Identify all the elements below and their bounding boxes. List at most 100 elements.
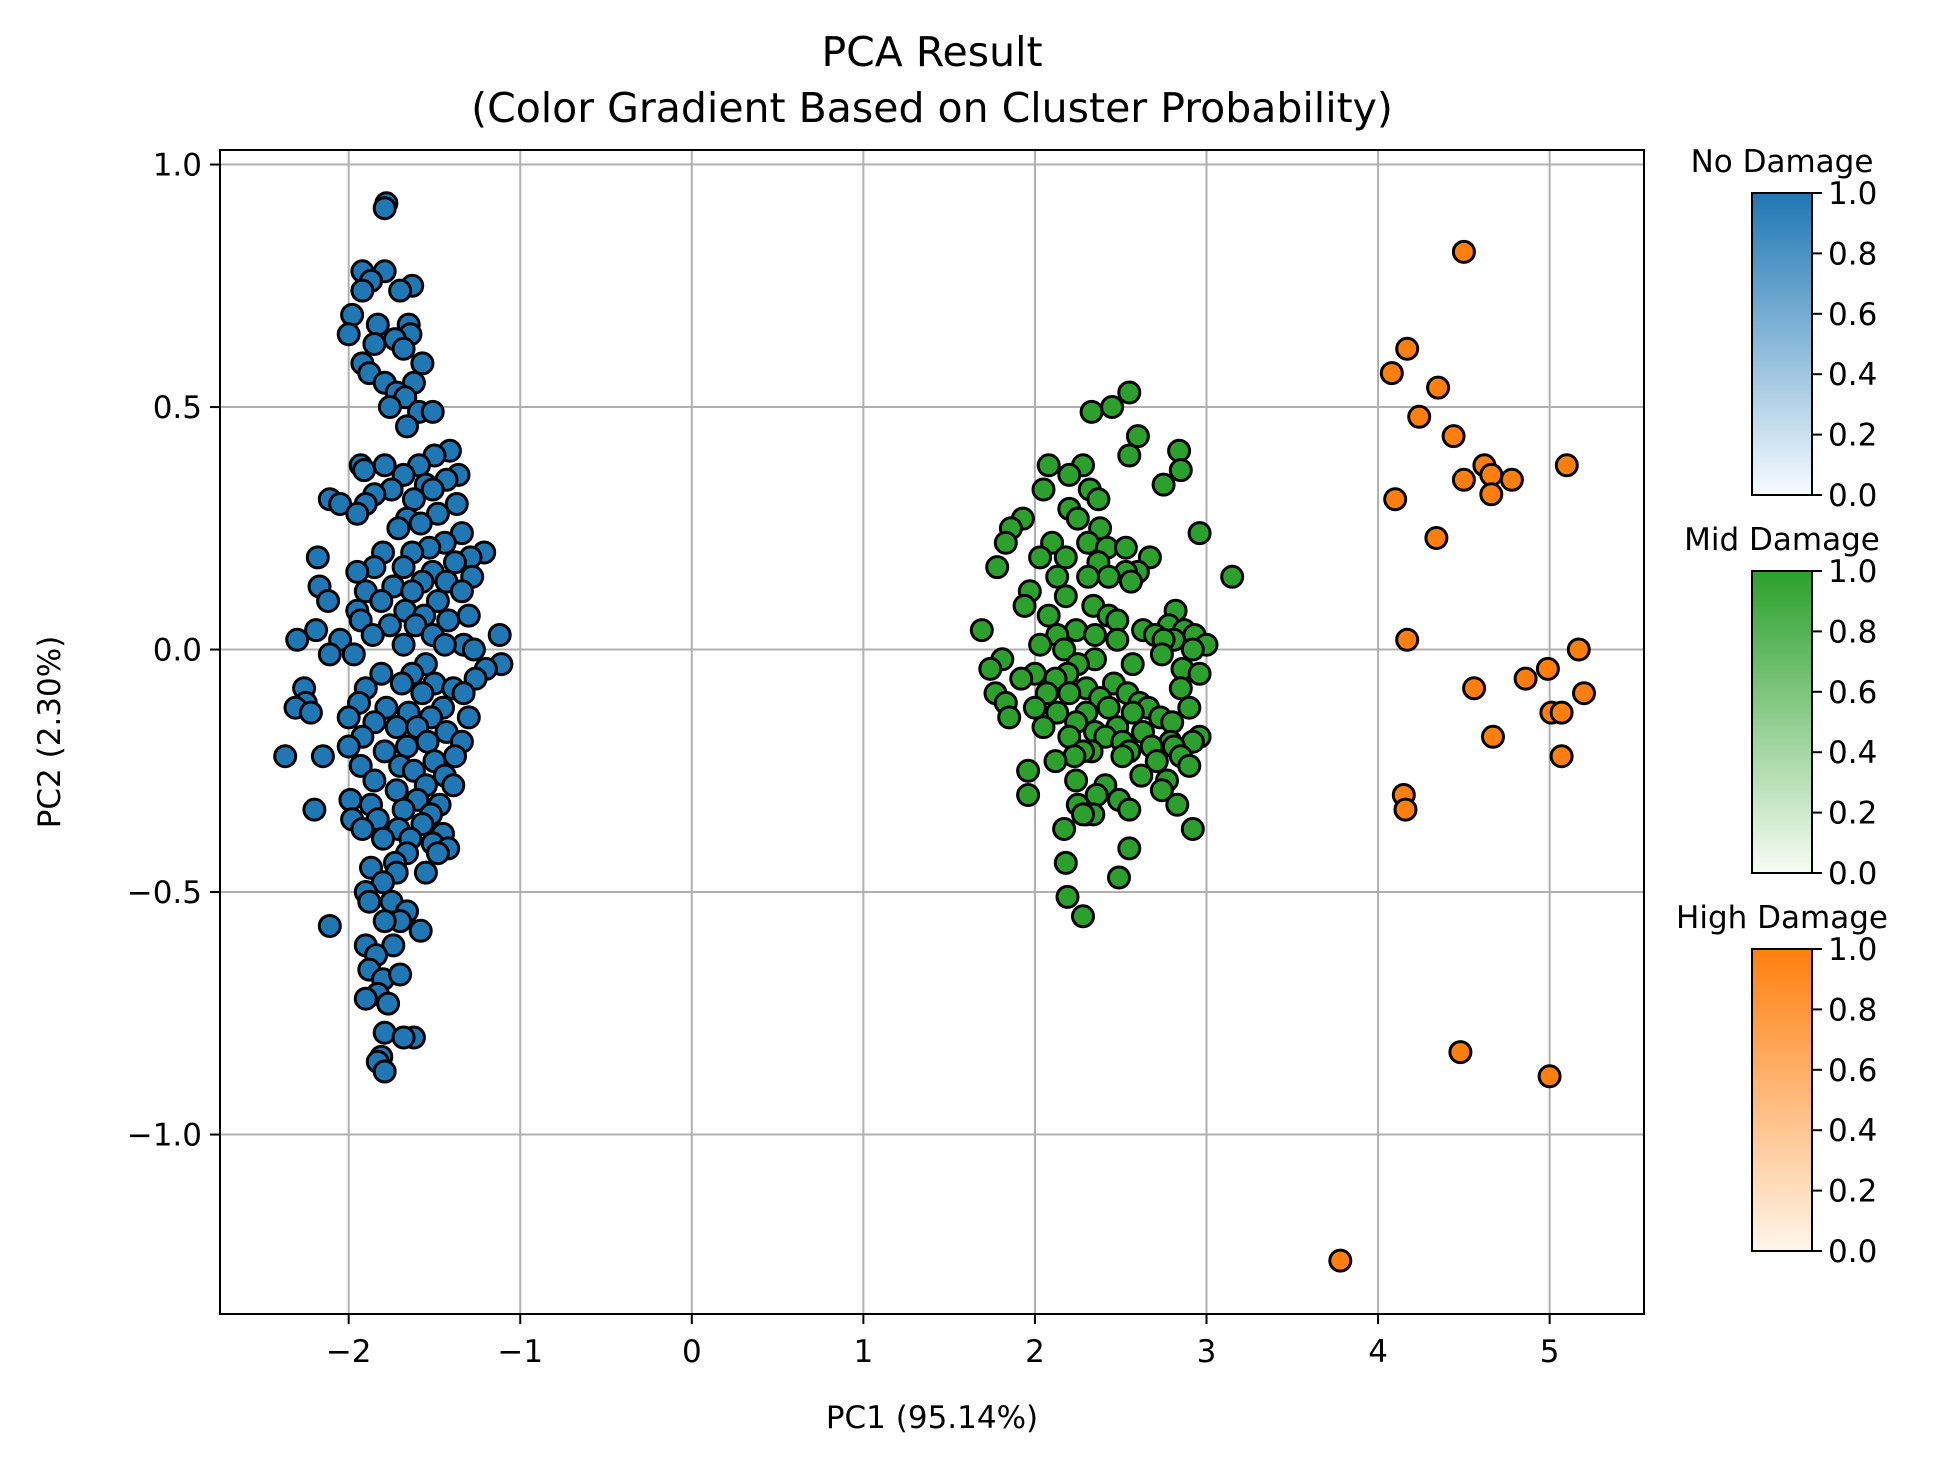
point-high-damage [1513,666,1538,691]
point-no-damage [371,826,395,851]
point-no-damage [461,637,486,662]
point-mid-damage [978,656,1003,681]
point-no-damage [336,322,361,347]
point-mid-damage [1053,584,1078,609]
point-mid-damage [1016,758,1041,783]
point-no-damage [362,332,387,356]
point-no-damage [285,627,310,652]
point-no-damage [388,278,413,303]
point-no-damage [310,744,335,769]
point-high-damage [1566,637,1591,662]
colorbar-tick-label: 0.2 [1828,418,1877,454]
colorbar-tick-label: 1.0 [1828,932,1877,968]
point-mid-damage [1177,753,1202,778]
y-tick-label: 1.0 [153,148,202,184]
point-mid-damage [1151,472,1176,497]
point-no-damage [410,681,435,706]
point-mid-damage [1113,535,1138,560]
point-no-damage [336,734,361,759]
series-mid-damage [969,380,1245,929]
point-mid-damage [1177,695,1202,720]
point-mid-damage [1045,700,1070,725]
point-no-damage [451,681,476,706]
colorbar-tick-label: 1.0 [1828,176,1877,212]
point-no-damage [388,962,413,987]
point-no-damage [273,744,298,769]
point-mid-damage [1129,763,1154,788]
point-high-damage [1407,404,1432,429]
point-mid-damage [1009,666,1034,691]
chart-title-line-1: PCA Result [821,28,1042,76]
point-no-damage [487,623,512,647]
colorbar-tick-label: 0.4 [1828,357,1877,393]
point-mid-damage [1117,797,1142,822]
point-mid-damage [1125,424,1150,449]
series-no-damage [273,191,514,1084]
point-no-damage [395,414,419,439]
point-high-damage [1549,700,1574,725]
x-tick-label: 3 [1197,1334,1217,1370]
point-no-damage [372,739,397,764]
point-mid-damage [1016,783,1041,807]
point-no-damage [348,753,373,778]
point-mid-damage [1160,710,1185,735]
point-mid-damage [1096,695,1121,720]
point-no-damage [350,278,375,303]
point-high-damage [1328,1248,1353,1273]
point-mid-damage [1120,652,1145,677]
point-mid-damage [1117,836,1142,861]
point-mid-damage [1036,603,1061,628]
point-mid-damage [1180,817,1205,841]
point-no-damage [372,196,397,221]
point-no-damage [391,336,416,361]
point-mid-damage [1064,768,1089,793]
series-high-damage [1328,239,1596,1273]
point-mid-damage [1031,477,1056,502]
point-mid-damage [1144,749,1169,774]
point-mid-damage [1079,399,1104,424]
point-mid-damage [1110,744,1135,769]
point-no-damage [369,589,394,613]
point-no-damage [410,351,435,376]
point-mid-damage [1052,637,1077,662]
colorbar-tick-label: 0.2 [1828,796,1877,832]
point-mid-damage [1180,637,1205,662]
point-mid-damage [1117,380,1142,405]
point-mid-damage [1043,749,1068,774]
point-no-damage [338,787,363,812]
point-high-damage [1535,656,1560,681]
point-high-damage [1479,482,1504,507]
colorbar-tick-label: 0.4 [1828,1113,1877,1149]
point-high-damage [1395,336,1420,361]
colorbar-tick-label: 0.2 [1828,1174,1877,1210]
point-no-damage [377,395,402,419]
colorbar-tick-label: 0.4 [1828,735,1877,771]
x-tick-label: 2 [1025,1334,1045,1370]
point-no-damage [425,841,450,866]
point-mid-damage [1187,521,1212,546]
point-no-damage [352,458,377,483]
point-no-damage [350,817,375,841]
colorbar-tick-label: 0.0 [1828,1234,1877,1270]
point-no-damage [353,986,378,1011]
point-high-damage [1424,526,1449,550]
point-no-damage [302,797,327,822]
colorbar-title: High Damage [1676,900,1888,936]
point-no-damage [408,918,433,943]
point-no-damage [443,744,467,769]
y-tick-label: −1.0 [127,1118,202,1154]
point-mid-damage [969,618,994,643]
point-mid-damage [1105,608,1130,633]
point-high-damage [1499,467,1524,492]
point-no-damage [317,642,342,667]
colorbar-tick-label: 0.0 [1828,856,1877,892]
point-mid-damage [1071,802,1095,827]
point-no-damage [298,700,323,725]
point-mid-damage [1168,676,1193,701]
point-no-damage [415,729,440,754]
point-no-damage [400,579,425,604]
point-no-damage [391,632,416,657]
point-no-damage [456,705,481,730]
point-no-damage [386,516,411,541]
